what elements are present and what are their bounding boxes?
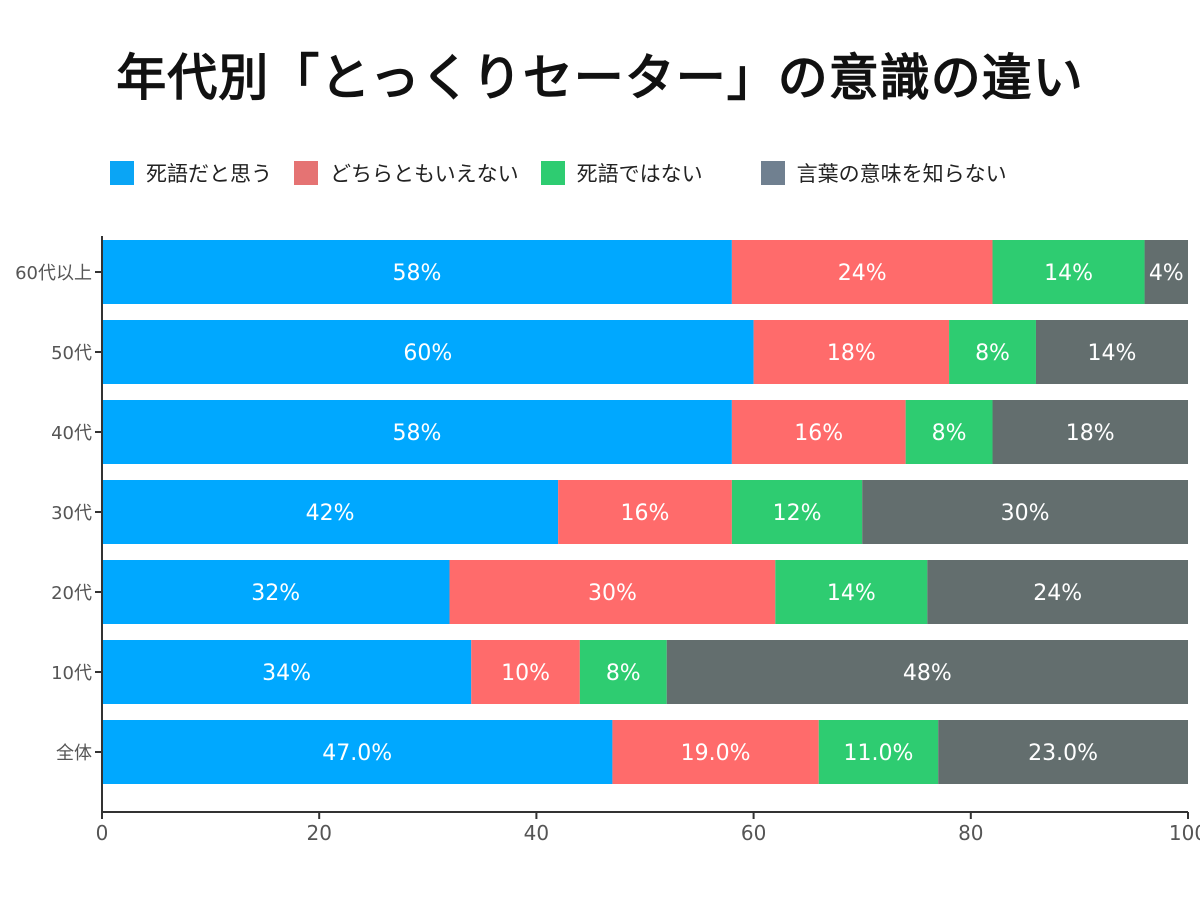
x-tick-label: 20 [306, 821, 331, 845]
data-label: 18% [1066, 421, 1115, 446]
bar-segment [992, 240, 1145, 304]
y-tick-label: 60代以上 [15, 263, 92, 284]
data-label: 30% [588, 581, 637, 606]
legend-label: 言葉の意味を知らない [796, 162, 1007, 186]
bar-segment [102, 400, 732, 464]
legend-swatch [760, 161, 785, 185]
data-label: 18% [827, 341, 876, 366]
data-label: 12% [773, 501, 822, 526]
data-label: 16% [794, 421, 843, 446]
bar-segment [731, 480, 863, 544]
bar-segment [102, 640, 472, 704]
y-tick-label: 全体 [56, 743, 92, 764]
data-label: 24% [1033, 581, 1082, 606]
data-label: 58% [392, 421, 441, 446]
bar-segment [558, 480, 732, 544]
data-label: 47.0% [322, 741, 392, 766]
data-label: 42% [306, 501, 355, 526]
x-tick-label: 60 [741, 821, 766, 845]
bar-segment [471, 640, 580, 704]
data-label: 58% [392, 261, 441, 286]
legend-label: 死語ではない [576, 162, 703, 186]
data-label: 10% [501, 661, 550, 686]
legend-label: 死語だと思う [146, 162, 272, 186]
data-label: 19.0% [681, 741, 751, 766]
data-label: 8% [606, 661, 641, 686]
data-label: 14% [1088, 341, 1137, 366]
bar-segment [1035, 320, 1188, 384]
legend-item: どちらともいえない [294, 158, 519, 188]
y-tick-label: 10代 [51, 663, 92, 684]
bar-segment [449, 560, 776, 624]
bar-segment [102, 480, 559, 544]
legend-swatch [110, 161, 134, 185]
data-label: 23.0% [1028, 741, 1098, 766]
x-tick-label: 0 [96, 821, 109, 845]
data-label: 11.0% [844, 741, 914, 766]
data-label: 14% [827, 581, 876, 606]
bar-segment [775, 560, 928, 624]
y-tick-label: 40代 [51, 423, 92, 444]
chart-title: 年代別「とっくりセーター」の意識の違い [116, 49, 1084, 107]
legend-swatch [540, 161, 565, 185]
data-label: 32% [251, 581, 300, 606]
data-label: 24% [838, 261, 887, 286]
bar-segment [731, 240, 993, 304]
data-label: 8% [932, 421, 967, 446]
bar-segment [992, 400, 1188, 464]
x-tick-label: 100 [1169, 821, 1200, 845]
legend-swatch [294, 161, 318, 185]
data-label: 16% [621, 501, 670, 526]
bar-segment [862, 480, 1188, 544]
bar-segment [927, 560, 1188, 624]
bar-segment [102, 240, 732, 304]
legend-item: 死語ではない [540, 158, 703, 188]
bar-segment [818, 720, 939, 784]
legend-item: 言葉の意味を知らない [760, 158, 1007, 188]
data-label: 30% [1001, 501, 1050, 526]
x-tick-label: 80 [958, 821, 983, 845]
x-tick-label: 40 [524, 821, 549, 845]
bar-segment [666, 640, 1188, 704]
bar-segment [102, 320, 754, 384]
bar-segment [612, 720, 819, 784]
data-label: 34% [262, 661, 311, 686]
bar-segment [905, 400, 993, 464]
bar-segment [102, 720, 613, 784]
legend-label: どちらともいえない [330, 162, 519, 186]
bar-segment [753, 320, 950, 384]
legend-item: 死語だと思う [110, 158, 272, 188]
data-label: 14% [1044, 261, 1093, 286]
y-tick-label: 30代 [51, 503, 92, 524]
y-tick-label: 50代 [51, 343, 92, 364]
data-label: 60% [403, 341, 452, 366]
data-label: 4% [1149, 261, 1184, 286]
legend: 死語だと思う どちらともいえない 死語ではない 言葉の意味を知らない [110, 158, 1029, 188]
bar-segment [731, 400, 906, 464]
data-label: 48% [903, 661, 952, 686]
bar-segment [938, 720, 1188, 784]
bar-segment [102, 560, 450, 624]
bar-segment [949, 320, 1036, 384]
bar-segment [1144, 240, 1188, 304]
bar-segment [579, 640, 667, 704]
y-tick-label: 20代 [51, 583, 92, 604]
data-label: 8% [975, 341, 1010, 366]
